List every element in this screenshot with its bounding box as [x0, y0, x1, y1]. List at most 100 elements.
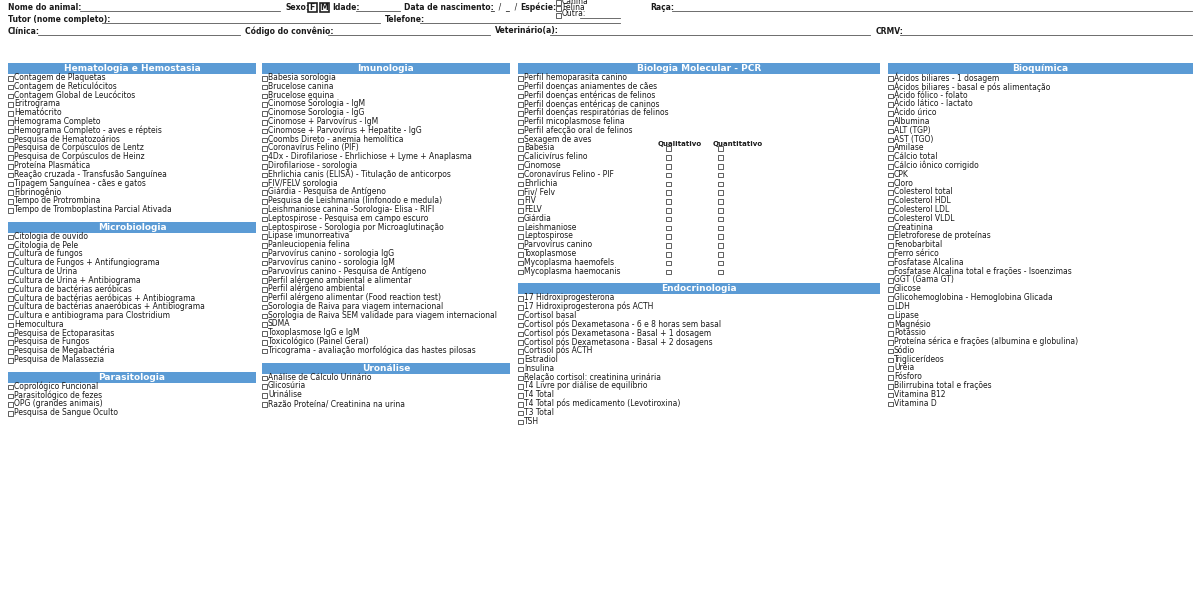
Bar — [8, 235, 12, 239]
Bar — [888, 63, 1193, 74]
Bar — [888, 94, 893, 98]
Bar — [8, 372, 256, 383]
Text: Cultura de fungos: Cultura de fungos — [14, 250, 83, 259]
Bar — [262, 129, 266, 133]
Bar — [262, 63, 510, 74]
Text: Parasitologia: Parasitologia — [98, 373, 166, 382]
Bar — [666, 252, 671, 257]
Bar — [262, 261, 266, 265]
Bar — [262, 243, 266, 248]
Bar — [888, 111, 893, 116]
Text: Fosfatase Alcalina: Fosfatase Alcalina — [894, 258, 964, 267]
Text: FIV/FELV sorologia: FIV/FELV sorologia — [268, 179, 337, 188]
Bar — [718, 190, 722, 195]
Bar — [262, 76, 266, 80]
Text: 17 Hidroxiprogesterona pós ACTH: 17 Hidroxiprogesterona pós ACTH — [524, 302, 653, 311]
Text: Cultura e antibiograma para Clostridium: Cultura e antibiograma para Clostridium — [14, 311, 170, 320]
Bar — [8, 94, 12, 98]
Text: Cultura de bactérias aeróbicas + Antibiograma: Cultura de bactérias aeróbicas + Antibio… — [14, 293, 196, 302]
Text: Raça:: Raça: — [650, 2, 674, 11]
Text: ALT (TGP): ALT (TGP) — [894, 126, 931, 135]
Text: Estradiol: Estradiol — [524, 355, 558, 364]
Text: Uréia: Uréia — [894, 364, 914, 373]
Text: Fiv/ Felv: Fiv/ Felv — [524, 187, 554, 196]
Bar — [8, 287, 12, 292]
Bar — [888, 358, 893, 362]
Text: Colesterol total: Colesterol total — [894, 187, 953, 196]
Text: Brucelose canina: Brucelose canina — [268, 82, 334, 91]
Bar — [518, 217, 522, 221]
Text: Sódio: Sódio — [894, 346, 916, 355]
Text: Calicivírus felino: Calicivírus felino — [524, 152, 588, 161]
Text: Colesterol LDL: Colesterol LDL — [894, 205, 949, 214]
Text: Eritrograma: Eritrograma — [14, 100, 60, 109]
Bar — [262, 376, 266, 380]
Text: Mycoplasma haemocanis: Mycoplasma haemocanis — [524, 266, 620, 275]
Text: Lipase: Lipase — [894, 311, 919, 320]
Bar — [8, 253, 12, 257]
Text: Hemocultura: Hemocultura — [14, 320, 64, 329]
Bar — [518, 85, 522, 89]
Bar — [8, 137, 12, 142]
Bar — [666, 217, 671, 221]
Bar — [888, 235, 893, 239]
Bar — [262, 331, 266, 336]
Text: Babesia: Babesia — [524, 143, 554, 152]
Text: Cortisol pós ACTH: Cortisol pós ACTH — [524, 346, 593, 355]
Bar — [518, 243, 522, 248]
Text: Cinomose + Parvovírus - IgM: Cinomose + Parvovírus - IgM — [268, 117, 378, 126]
Bar — [518, 419, 522, 424]
Bar — [718, 155, 722, 160]
Text: Colesterol HDL: Colesterol HDL — [894, 196, 950, 205]
Bar — [888, 331, 893, 336]
Text: FIV: FIV — [524, 196, 536, 205]
Text: Citologia de Pele: Citologia de Pele — [14, 241, 78, 250]
Text: Sexo:: Sexo: — [286, 2, 310, 11]
Text: Eletroforese de proteínas: Eletroforese de proteínas — [894, 232, 991, 241]
Bar — [518, 94, 522, 98]
Bar — [556, 13, 560, 17]
Text: T3 Total: T3 Total — [524, 408, 554, 417]
Text: Ferro sérico: Ferro sérico — [894, 249, 938, 258]
Bar — [888, 164, 893, 169]
Bar — [888, 217, 893, 221]
Text: Cinomose Sorologia - IgM: Cinomose Sorologia - IgM — [268, 100, 365, 109]
Bar — [518, 340, 522, 345]
Text: GGT (Gama GT): GGT (Gama GT) — [894, 275, 954, 284]
Bar — [518, 269, 522, 274]
Bar — [518, 199, 522, 204]
Text: Perfil doenças entéricas de felinos: Perfil doenças entéricas de felinos — [524, 91, 655, 100]
Bar — [518, 252, 522, 257]
Text: Leptospirose - Pesquisa em campo escuro: Leptospirose - Pesquisa em campo escuro — [268, 214, 428, 223]
Bar — [888, 243, 893, 248]
Text: Vitamina D: Vitamina D — [894, 398, 937, 407]
Bar — [888, 305, 893, 310]
Bar — [262, 164, 266, 169]
Bar — [518, 63, 880, 74]
Text: Magnésio: Magnésio — [894, 319, 931, 329]
Text: 4Dx - Dirofilariose - Ehrlichiose + Lyme + Anaplasma: 4Dx - Dirofilariose - Ehrlichiose + Lyme… — [268, 152, 472, 161]
Text: Qualitativo: Qualitativo — [658, 142, 702, 148]
Bar — [8, 340, 12, 345]
Bar — [888, 190, 893, 195]
Bar — [262, 190, 266, 195]
Text: Cálcio total: Cálcio total — [894, 152, 937, 161]
Bar — [8, 411, 12, 416]
Bar — [518, 173, 522, 178]
Bar — [8, 323, 12, 328]
Bar — [666, 146, 671, 151]
Text: M: M — [320, 2, 328, 11]
Text: Relação cortisol: creatinina urinária: Relação cortisol: creatinina urinária — [524, 373, 661, 382]
Text: Código do convênio:: Código do convênio: — [245, 26, 334, 36]
Bar — [262, 120, 266, 124]
Text: Microbiologia: Microbiologia — [97, 223, 167, 232]
Text: Hematócrito: Hematócrito — [14, 108, 61, 117]
Text: Tempo de Tromboplastina Parcial Ativada: Tempo de Tromboplastina Parcial Ativada — [14, 205, 172, 214]
Bar — [888, 322, 893, 327]
Bar — [888, 367, 893, 371]
Bar — [8, 349, 12, 354]
Bar — [518, 376, 522, 380]
Bar — [8, 358, 12, 362]
Text: Razão Proteína/ Creatinina na urina: Razão Proteína/ Creatinina na urina — [268, 399, 406, 408]
Text: Potássio: Potássio — [894, 328, 925, 337]
